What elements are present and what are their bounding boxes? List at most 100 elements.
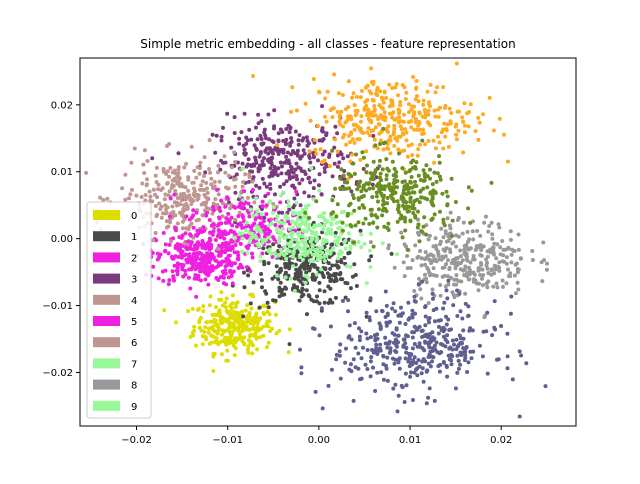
data-point [353, 223, 358, 228]
data-point [427, 270, 432, 275]
data-point [358, 179, 363, 184]
data-point [381, 362, 386, 367]
data-point [447, 223, 452, 228]
series-5 [148, 187, 305, 268]
data-point [234, 172, 239, 177]
data-point [500, 239, 505, 243]
data-point [419, 371, 424, 376]
data-point [313, 147, 318, 152]
data-point [276, 131, 281, 136]
data-point [466, 185, 471, 190]
data-point [402, 199, 407, 204]
data-point [333, 230, 338, 235]
data-point [421, 224, 426, 229]
data-point [403, 216, 407, 221]
data-point [428, 167, 432, 172]
data-point [363, 216, 368, 221]
data-point [277, 235, 282, 240]
data-point [229, 145, 234, 150]
data-point [452, 295, 457, 300]
data-point [338, 176, 343, 181]
data-point [313, 389, 318, 394]
data-point [438, 293, 443, 298]
data-point [236, 253, 241, 258]
data-point [403, 170, 408, 175]
data-point [335, 153, 340, 158]
data-point [456, 234, 461, 239]
legend-entry: 4 [93, 294, 137, 307]
data-point [298, 273, 303, 278]
data-point [224, 232, 228, 237]
data-point [183, 268, 188, 273]
data-point [296, 224, 301, 229]
data-point [170, 185, 175, 190]
data-point [274, 264, 279, 269]
data-point [245, 303, 250, 308]
data-point [408, 180, 413, 185]
data-point [426, 361, 431, 366]
data-point [368, 207, 373, 212]
data-point [489, 180, 494, 185]
data-point [180, 254, 185, 259]
data-point [413, 166, 418, 171]
data-point [407, 110, 411, 115]
data-point [336, 237, 341, 242]
data-point [206, 282, 211, 287]
data-point [303, 236, 308, 241]
data-point [433, 236, 438, 241]
data-point [162, 308, 167, 313]
y-tick-label: 0.01 [51, 167, 73, 178]
data-point [377, 164, 382, 169]
data-point [297, 298, 302, 303]
data-point [342, 240, 347, 245]
data-point [403, 356, 408, 361]
data-point [431, 296, 435, 301]
data-point [298, 166, 303, 171]
data-point [247, 239, 252, 244]
data-point [170, 254, 174, 259]
data-point [333, 137, 337, 142]
data-point [424, 232, 429, 237]
data-point [446, 353, 451, 358]
data-point [512, 273, 517, 278]
data-point [326, 301, 331, 305]
legend-entry: 6 [93, 337, 137, 349]
data-point [351, 161, 356, 166]
data-point [283, 265, 288, 270]
data-point [445, 194, 450, 199]
data-point [442, 360, 446, 365]
data-point [173, 213, 178, 218]
data-point [417, 324, 422, 329]
data-point [530, 249, 535, 253]
data-point [456, 128, 461, 133]
series-8 [368, 210, 549, 320]
data-point [265, 300, 270, 305]
data-point [386, 124, 391, 129]
data-point [250, 235, 255, 240]
data-point [418, 249, 423, 253]
data-point [368, 296, 373, 301]
data-point [224, 216, 229, 221]
data-point [421, 186, 426, 191]
data-point [168, 196, 173, 201]
data-point [434, 247, 439, 251]
data-point [208, 170, 213, 175]
data-point [410, 308, 415, 313]
data-point [346, 79, 351, 84]
data-point [445, 374, 450, 379]
data-point [428, 332, 432, 336]
data-point [372, 137, 377, 142]
data-point [256, 121, 261, 126]
data-point [391, 173, 396, 178]
data-point [253, 155, 258, 160]
x-tick-label: 0.00 [308, 435, 330, 446]
data-point [509, 294, 514, 299]
data-point [286, 169, 291, 174]
data-point [304, 270, 309, 275]
data-point [430, 287, 435, 292]
data-point [244, 324, 249, 329]
data-point [243, 308, 248, 313]
data-point [428, 191, 433, 196]
data-point [446, 144, 451, 149]
data-point [307, 222, 312, 227]
